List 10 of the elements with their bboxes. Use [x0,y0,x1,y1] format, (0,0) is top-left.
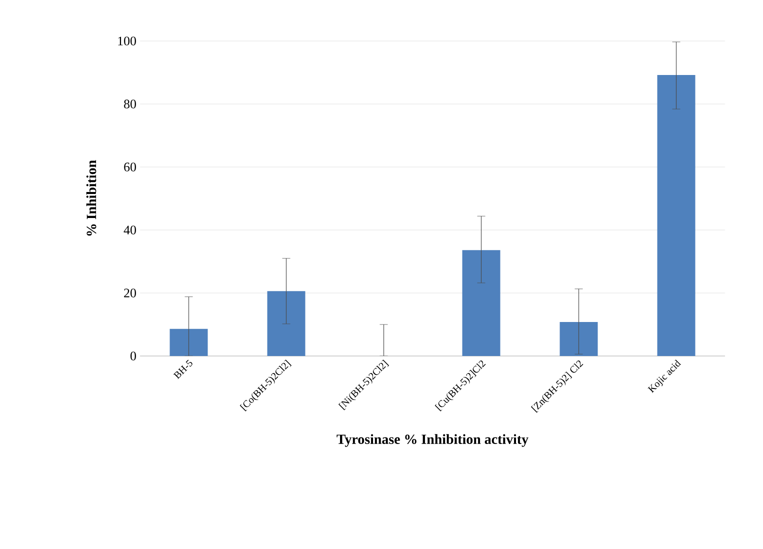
y-tick-label: 40 [124,226,136,234]
bar [462,250,500,356]
bar [657,75,696,356]
y-tick-label: 100 [118,36,136,46]
y-tick-label: 0 [130,352,136,360]
y-tick-label: 20 [124,288,136,298]
y-axis-title: % Inhibition [86,160,96,236]
y-tick-label: 60 [124,162,136,172]
y-tick-label: 80 [124,100,136,108]
x-axis-title: Tyrosinase % Inhibition activity [336,434,528,447]
